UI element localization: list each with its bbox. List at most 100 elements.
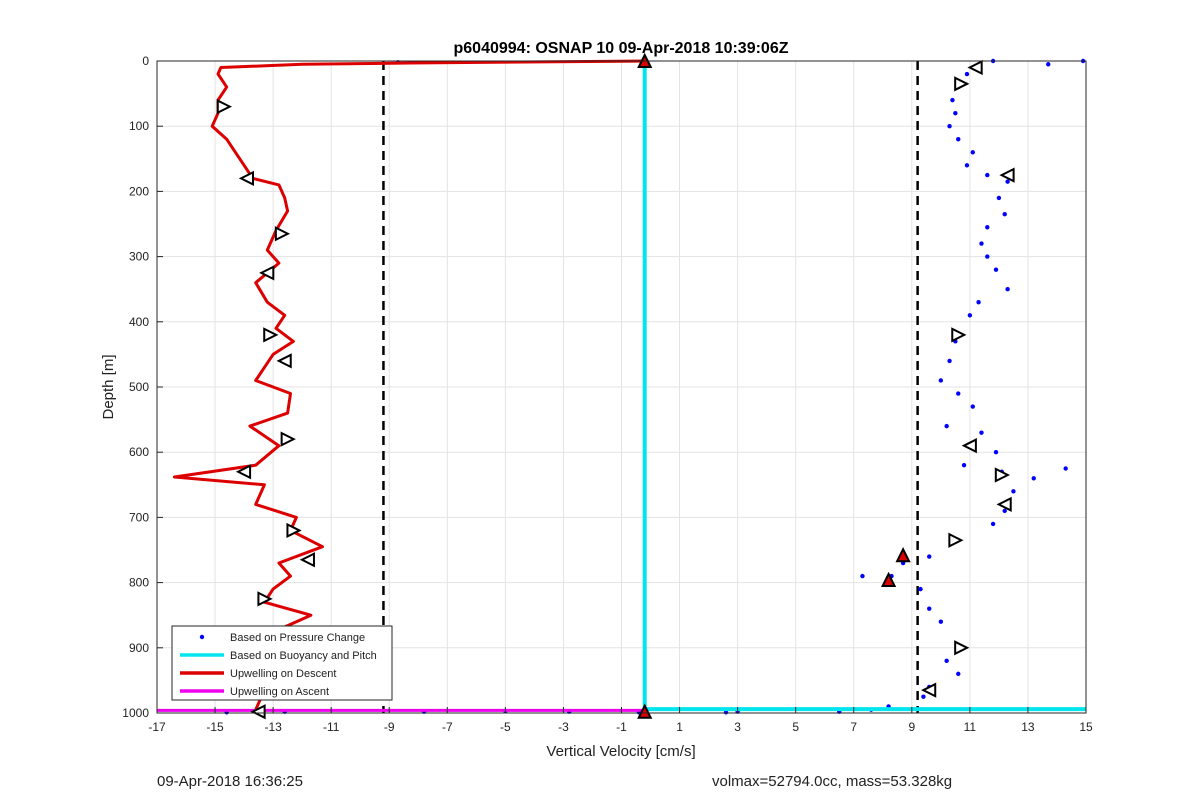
ascent-marker (948, 532, 964, 548)
pressure-change-point (944, 658, 949, 664)
pressure-change-point (993, 450, 999, 455)
legend-label: Upwelling on Descent (230, 668, 336, 680)
legend-label: Upwelling on Ascent (230, 686, 329, 698)
pressure-change-point (918, 586, 923, 592)
pressure-change-point (947, 124, 952, 129)
pressure-change-point (860, 573, 865, 579)
x-tick-label: -9 (384, 720, 395, 734)
legend-box (171, 625, 393, 701)
pressure-change-point (985, 225, 990, 230)
pressure-change-point (967, 313, 973, 318)
pressure-change-point (985, 172, 990, 178)
pressure-change-point (996, 195, 1002, 201)
y-tick-label: 700 (129, 510, 149, 524)
pressure-change-point (979, 241, 984, 246)
ascent-marker (999, 167, 1015, 183)
x-tick-label: -1 (616, 720, 627, 734)
pressure-change-point (956, 391, 961, 396)
pressure-change-point (1005, 287, 1010, 292)
pressure-change-point (938, 378, 944, 383)
x-tick-label: 7 (850, 720, 857, 734)
pressure-change-point (1002, 508, 1007, 514)
chart-title: p6040994: OSNAP 10 09-Apr-2018 10:39:06Z (454, 40, 789, 57)
pressure-change-point (970, 150, 975, 155)
y-tick-label: 900 (129, 641, 149, 655)
pressure-change-point (927, 606, 932, 611)
descent-marker (299, 552, 315, 568)
pressure-change-point (944, 423, 949, 429)
x-tick-label: -7 (442, 720, 453, 734)
pressure-change-point (964, 163, 970, 168)
x-tick-label: -5 (500, 720, 511, 734)
pressure-change-point (964, 71, 970, 77)
x-tick-label: 1 (676, 720, 683, 734)
ascent-marker (951, 327, 967, 343)
key-point-marker (895, 546, 911, 563)
footer-timestamp: 09-Apr-2018 16:36:25 (157, 773, 303, 790)
pressure-change-point (947, 358, 952, 364)
y-tick-label: 300 (129, 250, 149, 264)
ascent-marker (996, 496, 1012, 512)
pressure-change-point (961, 463, 967, 468)
y-tick-label: 600 (129, 445, 149, 459)
x-tick-label: -11 (323, 720, 340, 734)
x-tick-label: 3 (734, 720, 741, 734)
grid-lines (156, 60, 1087, 714)
pressure-change-point (976, 300, 981, 305)
pressure-change-point (921, 694, 926, 699)
pressure-change-point (956, 137, 961, 142)
descent-marker (286, 522, 302, 539)
legend: Based on Pressure Change Based on Buoyanc… (171, 625, 393, 701)
pressure-change-point (927, 554, 932, 559)
x-tick-label: 5 (792, 720, 799, 734)
y-tick-label: 1000 (122, 706, 149, 720)
pressure-change-point (956, 671, 961, 677)
y-tick-label: 400 (129, 315, 149, 329)
y-tick-label: 800 (129, 576, 149, 590)
x-tick-label: 13 (1021, 720, 1035, 734)
pressure-change-point (993, 267, 999, 272)
legend-label: Based on Pressure Change (230, 632, 365, 644)
x-axis-label: Vertical Velocity [cm/s] (546, 743, 695, 760)
ascent-marker (954, 640, 970, 656)
x-tick-label: 9 (908, 720, 915, 734)
descent-marker (259, 265, 275, 281)
plot-data (157, 52, 1086, 720)
legend-label: Based on Buoyancy and Pitch (230, 650, 377, 662)
pressure-change-point (1031, 476, 1036, 481)
y-tick-label: 100 (129, 119, 149, 133)
x-tick-label: 15 (1079, 720, 1093, 734)
pressure-change-point (950, 97, 955, 103)
footer-volmax-mass: volmax=52794.0cc, mass=53.328kg (712, 773, 953, 790)
pressure-change-point (970, 404, 975, 409)
descent-marker (274, 226, 291, 242)
axis-ticks: -17 -15 -13 -11 -9 -7 -5 -3 -1 1 3 5 7 9 11 13 150100200… (122, 54, 1093, 734)
ascent-marker (967, 59, 983, 76)
series-line-based-on-buoyancy-and-pitch (642, 61, 1086, 712)
pressure-change-point (1011, 489, 1016, 494)
pressure-change-point (938, 619, 944, 624)
y-tick-label: 200 (129, 184, 149, 198)
pressure-change-point (985, 254, 990, 259)
pressure-change-point (990, 521, 996, 527)
pressure-change-point (1046, 62, 1051, 67)
ascent-marker (920, 682, 937, 698)
x-tick-label: -3 (558, 720, 569, 734)
y-axis-label: Depth [m] (100, 354, 117, 419)
ascent-marker (994, 467, 1011, 483)
descent-marker (250, 704, 266, 720)
x-tick-label: 11 (964, 720, 977, 734)
y-tick-label: 500 (129, 380, 149, 394)
pressure-change-point (1002, 212, 1007, 217)
key-point-marker (880, 571, 897, 587)
x-tick-label: -15 (206, 720, 224, 734)
descent-marker (238, 170, 254, 186)
y-tick-label: 0 (142, 54, 149, 68)
descent-marker (276, 353, 292, 369)
descent-marker (280, 431, 296, 447)
key-point-marker (637, 703, 653, 719)
ascent-marker (954, 76, 970, 92)
descent-marker (263, 327, 279, 343)
descent-marker (257, 591, 273, 607)
